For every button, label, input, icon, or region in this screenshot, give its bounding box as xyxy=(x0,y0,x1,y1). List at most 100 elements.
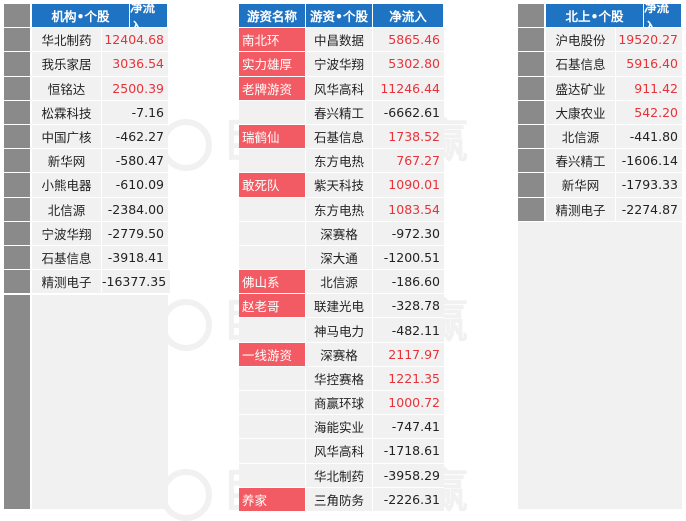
northbound-table: 北上•个股 净流入 沪电股份 19520.27 石基信息 5916.40 盛达矿业 911… xyxy=(518,0,682,222)
stock-name[interactable]: 中昌数据 xyxy=(306,28,373,52)
row-marker xyxy=(518,173,546,197)
stock-name[interactable]: 石基信息 xyxy=(546,52,616,76)
net-inflow-value: 542.20 xyxy=(616,100,682,124)
stock-name[interactable]: 神马电力 xyxy=(306,318,373,342)
stock-name[interactable]: 风华高科 xyxy=(306,76,373,100)
stock-name[interactable]: 三角防务 xyxy=(306,487,373,511)
table-row[interactable]: 海能实业 -747.41 xyxy=(239,415,444,440)
table-row[interactable]: 一线游资 深赛格 2117.97 xyxy=(239,342,444,367)
hot-money-alias: 南北环 xyxy=(239,28,306,52)
net-inflow-value: 5916.40 xyxy=(616,52,682,76)
table-row[interactable]: 深大通 -1200.51 xyxy=(239,245,444,271)
net-inflow-value: -7.16 xyxy=(102,100,168,124)
table-row[interactable]: 商赢环球 1000.72 xyxy=(239,391,444,416)
hot-money-alias xyxy=(239,391,306,415)
col-stock-header: 北上•个股 xyxy=(546,4,644,28)
stock-name[interactable]: 宁波华翔 xyxy=(306,52,373,76)
table-row[interactable]: 石基信息 5916.40 xyxy=(518,52,682,77)
row-marker xyxy=(518,4,546,28)
table-row[interactable]: 新华网 -1793.33 xyxy=(518,173,682,198)
stock-name[interactable]: 紫天科技 xyxy=(306,173,373,197)
stock-name[interactable]: 石基信息 xyxy=(32,245,102,270)
col-flow-header: 净流入 xyxy=(644,0,682,34)
table-row[interactable]: 瑞鹤仙 石基信息 1738.52 xyxy=(239,124,444,150)
table-row[interactable]: 佛山系 北信源 -186.60 xyxy=(239,270,444,295)
table-row[interactable]: 赵老哥 联建光电 -328.78 xyxy=(239,294,444,319)
table-row[interactable]: 深赛格 -972.30 xyxy=(239,221,444,246)
stock-name[interactable]: 沪电股份 xyxy=(546,28,616,52)
stock-name[interactable]: 深赛格 xyxy=(306,221,373,245)
stock-name[interactable]: 风华高科 xyxy=(306,439,373,463)
stock-name[interactable]: 精测电子 xyxy=(32,270,102,294)
table-row[interactable]: 养家 三角防务 -2226.31 xyxy=(239,487,444,512)
stock-name[interactable]: 中国广核 xyxy=(32,124,102,149)
row-marker xyxy=(518,197,546,221)
table-row[interactable]: 华控赛格 1221.35 xyxy=(239,366,444,391)
table-row[interactable]: 北信源 -2384.00 xyxy=(4,197,168,222)
table-row[interactable]: 老牌游资 风华高科 11246.44 xyxy=(239,76,444,101)
table-row[interactable]: 石基信息 -3918.41 xyxy=(4,245,168,271)
stock-name[interactable]: 深赛格 xyxy=(306,342,373,366)
stock-name[interactable]: 新华网 xyxy=(546,173,616,197)
stock-name[interactable]: 华控赛格 xyxy=(306,366,373,390)
table-row[interactable]: 精测电子 -2274.87 xyxy=(518,197,682,222)
hot-money-alias: 实力雄厚 xyxy=(239,52,306,76)
table-row[interactable]: 东方电热 1083.54 xyxy=(239,197,444,222)
net-inflow-value: -186.60 xyxy=(373,270,444,294)
stock-name[interactable]: 联建光电 xyxy=(306,294,373,318)
table-row[interactable]: 宁波华翔 -2779.50 xyxy=(4,221,168,246)
net-inflow-value: 2117.97 xyxy=(373,342,444,366)
stock-name[interactable]: 盛达矿业 xyxy=(546,76,616,100)
table-row[interactable]: 敢死队 紫天科技 1090.01 xyxy=(239,173,444,198)
stock-name[interactable]: 东方电热 xyxy=(306,149,373,173)
stock-name[interactable]: 松霖科技 xyxy=(32,100,102,124)
stock-name[interactable]: 小熊电器 xyxy=(32,173,102,197)
table-row[interactable]: 北信源 -441.80 xyxy=(518,124,682,150)
row-marker xyxy=(4,100,32,124)
hot-money-header: 游资名称 游资•个股 净流入 xyxy=(239,4,444,29)
table-row[interactable]: 盛达矿业 911.42 xyxy=(518,76,682,101)
stock-name[interactable]: 东方电热 xyxy=(306,197,373,221)
stock-name[interactable]: 大康农业 xyxy=(546,100,616,124)
net-inflow-value: -747.41 xyxy=(373,415,444,439)
stock-name[interactable]: 宁波华翔 xyxy=(32,221,102,245)
table-row[interactable]: 神马电力 -482.11 xyxy=(239,318,444,343)
net-inflow-value: 3036.54 xyxy=(102,52,168,76)
table-row[interactable]: 风华高科 -1718.61 xyxy=(239,439,444,464)
stock-name[interactable]: 恒铭达 xyxy=(32,76,102,100)
table-row[interactable]: 小熊电器 -610.09 xyxy=(4,173,168,198)
table-row[interactable]: 东方电热 767.27 xyxy=(239,149,444,174)
stock-name[interactable]: 商赢环球 xyxy=(306,391,373,415)
stock-name[interactable]: 我乐家居 xyxy=(32,52,102,76)
stock-name[interactable]: 深大通 xyxy=(306,245,373,270)
stock-name[interactable]: 春兴精工 xyxy=(546,149,616,173)
table-row[interactable]: 实力雄厚 宁波华翔 5302.80 xyxy=(239,52,444,77)
table-row[interactable]: 大康农业 542.20 xyxy=(518,100,682,125)
table-row[interactable]: 春兴精工 -1606.14 xyxy=(518,149,682,174)
stock-name[interactable]: 北信源 xyxy=(306,270,373,294)
table-row[interactable]: 华北制药 -3958.29 xyxy=(239,463,444,488)
stock-name[interactable]: 北信源 xyxy=(546,124,616,149)
table-row[interactable]: 松霖科技 -7.16 xyxy=(4,100,168,125)
table-row[interactable]: 恒铭达 2500.39 xyxy=(4,76,168,101)
table-row[interactable]: 新华网 -580.47 xyxy=(4,149,168,174)
stock-name[interactable]: 春兴精工 xyxy=(306,100,373,124)
table-row[interactable]: 南北环 中昌数据 5865.46 xyxy=(239,28,444,53)
table-row[interactable]: 中国广核 -462.27 xyxy=(4,124,168,150)
institution-filler xyxy=(32,295,168,509)
net-inflow-value: -6662.61 xyxy=(373,100,444,124)
table-row[interactable]: 沪电股份 19520.27 xyxy=(518,28,682,53)
stock-name[interactable]: 海能实业 xyxy=(306,415,373,439)
stock-name[interactable]: 华北制药 xyxy=(306,463,373,487)
table-row[interactable]: 我乐家居 3036.54 xyxy=(4,52,168,77)
stock-name[interactable]: 北信源 xyxy=(32,197,102,221)
stock-name[interactable]: 精测电子 xyxy=(546,197,616,221)
table-row[interactable]: 精测电子 -16377.35 xyxy=(4,270,171,295)
stock-name[interactable]: 新华网 xyxy=(32,149,102,173)
row-marker xyxy=(4,270,32,294)
table-row[interactable]: 春兴精工 -6662.61 xyxy=(239,100,444,125)
hot-money-alias xyxy=(239,149,306,173)
stock-name[interactable]: 华北制药 xyxy=(32,28,102,52)
stock-name[interactable]: 石基信息 xyxy=(306,124,373,149)
table-row[interactable]: 华北制药 12404.68 xyxy=(4,28,168,53)
